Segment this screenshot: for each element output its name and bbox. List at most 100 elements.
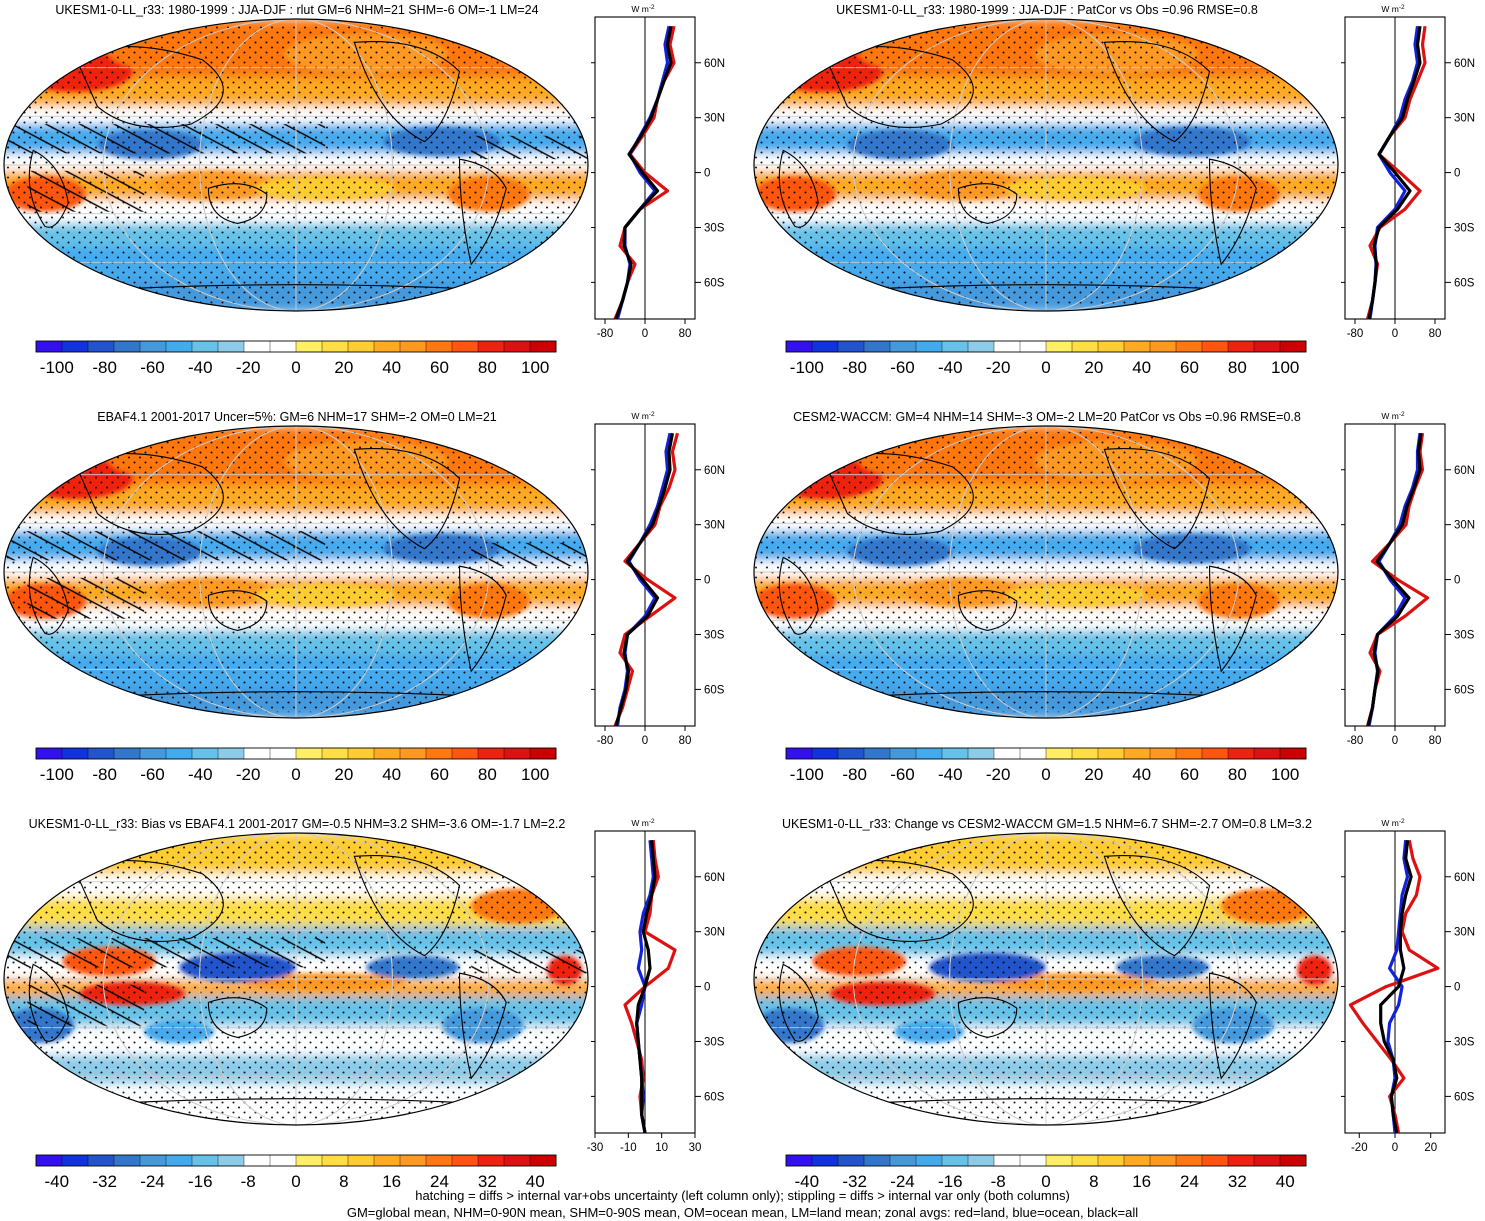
colorbar-cell [165, 747, 193, 760]
colorbar-cell [269, 1154, 297, 1167]
colorbar-cell [941, 340, 969, 353]
x-tick-label: 80 [1429, 735, 1442, 747]
lat-label: 30S [1454, 1036, 1475, 1048]
panel: UKESM1-0-LL_r33: Change vs CESM2-WACCM G… [753, 817, 1475, 1191]
colorbar-label: 0 [1041, 765, 1050, 784]
colorbar-cell [451, 1154, 479, 1167]
colorbar-cell [217, 747, 245, 760]
colorbar-label: 80 [1228, 765, 1247, 784]
colorbar-cell [785, 1154, 813, 1167]
colorbar-cell [529, 340, 557, 353]
colorbar-cell [477, 340, 505, 353]
lat-label: 30N [1454, 927, 1475, 939]
colorbar-label: 40 [1132, 765, 1151, 784]
colorbar-label: 60 [430, 358, 449, 377]
colorbar-label: -16 [188, 1172, 213, 1191]
colorbar-label: -100 [790, 765, 824, 784]
unit-label: W m-2 [1381, 411, 1405, 421]
x-tick-label: 0 [642, 328, 648, 340]
colorbar-cell [217, 1154, 245, 1167]
colorbar-label: 100 [1271, 358, 1299, 377]
colorbar-label: -24 [140, 1172, 165, 1191]
colorbar-cell [1227, 340, 1255, 353]
colorbar-cell [1279, 340, 1307, 353]
colorbar-label: -20 [986, 765, 1011, 784]
colorbar-cell [1045, 1154, 1073, 1167]
colorbar-cell [451, 340, 479, 353]
lat-label: 0 [704, 982, 710, 994]
series-line [1366, 432, 1423, 727]
lat-label: 30S [1454, 629, 1475, 641]
colorbar-label: 80 [478, 765, 497, 784]
colorbar-cell [785, 747, 813, 760]
colorbar-cell [967, 1154, 995, 1167]
map-field [4, 833, 588, 1125]
colorbar-cell [243, 747, 271, 760]
colorbar-cell [477, 1154, 505, 1167]
colorbar-label: -40 [938, 358, 963, 377]
colorbar-cell [529, 747, 557, 760]
colorbar-cell [1227, 747, 1255, 760]
series-line [1348, 839, 1440, 1134]
colorbar-cell [1149, 1154, 1177, 1167]
lat-label: 0 [704, 168, 710, 180]
unit-label: W m-2 [1381, 4, 1405, 14]
map-field [4, 19, 588, 311]
colorbar-label: 20 [1084, 765, 1103, 784]
map-border [753, 18, 1339, 312]
colorbar-cell [1175, 1154, 1203, 1167]
colorbar-cell [863, 747, 891, 760]
panel: EBAF4.1 2001-2017 Uncer=5%: GM=6 NHM=17 … [3, 410, 725, 784]
colorbar-cell [915, 747, 943, 760]
colorbar-cell [113, 1154, 141, 1167]
colorbar-cell [139, 747, 167, 760]
colorbar-cell [1279, 747, 1307, 760]
colorbar-label: 60 [430, 765, 449, 784]
panel-title: UKESM1-0-LL_r33: 1980-1999 : JJA-DJF : r… [55, 3, 538, 17]
zonal-profile: W m-2 60N 30N 0 30S 60S -80 0 80 [1341, 4, 1475, 340]
colorbar-label: 20 [1084, 358, 1103, 377]
x-tick-label: 30 [689, 1142, 702, 1154]
colorbar-label: -60 [890, 358, 915, 377]
colorbar-label: 8 [1089, 1172, 1098, 1191]
unit-sup: -2 [649, 411, 655, 418]
colorbar-cell [1201, 340, 1229, 353]
series-line [1379, 840, 1413, 1134]
colorbar-cell [347, 340, 375, 353]
colorbar-label: -100 [40, 765, 74, 784]
colorbar-label: -60 [140, 765, 165, 784]
colorbar-cell [915, 1154, 943, 1167]
colorbar: -100 -80 -60 -40 -20 0 20 40 60 80 100 [785, 340, 1307, 377]
x-tick-label: 0 [1392, 328, 1398, 340]
colorbar-label: 8 [339, 1172, 348, 1191]
colorbar-label: -8 [991, 1172, 1006, 1191]
x-tick-label: 0 [1392, 735, 1398, 747]
colorbar-cell [1097, 340, 1125, 353]
colorbar-cell [347, 1154, 375, 1167]
panel: CESM2-WACCM: GM=4 NHM=14 SHM=-3 OM=-2 LM… [753, 410, 1475, 784]
colorbar-cell [61, 340, 89, 353]
panel-title: UKESM1-0-LL_r33: Change vs CESM2-WACCM G… [782, 817, 1312, 831]
colorbar-cell [165, 1154, 193, 1167]
colorbar-label: 60 [1180, 358, 1199, 377]
colorbar-label: -20 [986, 358, 1011, 377]
panel-title: UKESM1-0-LL_r33: 1980-1999 : JJA-DJF : P… [836, 3, 1258, 17]
colorbar-cell [87, 340, 115, 353]
x-tick-label: 80 [1429, 328, 1442, 340]
series-line [614, 432, 675, 727]
map-field [754, 19, 1338, 311]
panel-title: EBAF4.1 2001-2017 Uncer=5%: GM=6 NHM=17 … [97, 410, 497, 424]
x-tick-label: 0 [1392, 1142, 1398, 1154]
zonal-profile: W m-2 60N 30N 0 30S 60S -30 -10 10 30 [587, 818, 725, 1154]
colorbar-cell [295, 340, 323, 353]
colorbar-cell [1253, 340, 1281, 353]
colorbar-cell [269, 340, 297, 353]
lat-label: 60S [704, 1091, 725, 1103]
colorbar: -100 -80 -60 -40 -20 0 20 40 60 80 100 [35, 747, 557, 784]
lat-label: 60S [704, 684, 725, 696]
colorbar-cell [1253, 747, 1281, 760]
colorbar-label: 60 [1180, 765, 1199, 784]
lat-label: 30N [1454, 520, 1475, 532]
colorbar-cell [425, 340, 453, 353]
colorbar-label: 40 [382, 765, 401, 784]
